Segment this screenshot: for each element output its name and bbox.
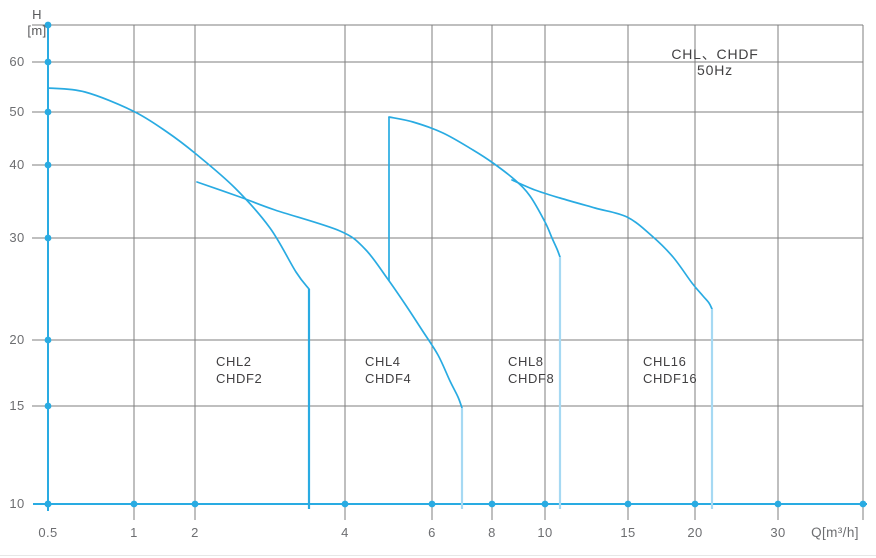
chart-title-line2: 50Hz: [697, 62, 733, 78]
y-axis-dot-20: [44, 336, 52, 344]
x-axis-dot-15: [624, 500, 632, 508]
curve-chl16: [511, 179, 713, 310]
x-axis-dot-0.5: [44, 500, 52, 508]
y-axis-dot-15: [44, 402, 52, 410]
series-label-chl2: CHL2 CHDF2: [216, 353, 262, 387]
y-axis-dot-top: [44, 21, 52, 29]
series-label-chl2-line1: CHL2: [216, 354, 252, 369]
x-axis-dot-10: [541, 500, 549, 508]
y-axis-name: H: [32, 7, 42, 22]
y-axis-dot-60: [44, 58, 52, 66]
series-label-chl2-line2: CHDF2: [216, 371, 263, 386]
x-axis-dot-1: [130, 500, 138, 508]
y-tick-label-20: 20: [9, 332, 25, 347]
x-axis-dot-20: [691, 500, 699, 508]
x-tick-label-6: 6: [428, 525, 436, 540]
curve-chl4: [196, 181, 463, 409]
x-tick-label-30: 30: [770, 525, 786, 540]
x-tick-label-15: 15: [620, 525, 636, 540]
y-tick-label-40: 40: [9, 157, 25, 172]
x-axis-dot-4: [341, 500, 349, 508]
y-tick-label-60: 60: [9, 54, 25, 69]
series-label-chl4-line1: CHL4: [365, 354, 401, 369]
y-tick-label-15: 15: [9, 398, 25, 413]
x-tick-label-4: 4: [341, 525, 349, 540]
series-label-chl8-line2: CHDF8: [508, 371, 555, 386]
x-tick-label-0.5: 0.5: [38, 525, 58, 540]
x-axis-dot-8: [488, 500, 496, 508]
y-tick-label-50: 50: [9, 104, 25, 119]
x-tick-label-20: 20: [687, 525, 703, 540]
y-tick-label-30: 30: [9, 230, 25, 245]
series-label-chl8-line1: CHL8: [508, 354, 544, 369]
series-label-chl8: CHL8 CHDF8: [508, 353, 554, 387]
y-axis-unit: [m]: [27, 23, 47, 38]
x-tick-label-2: 2: [191, 525, 199, 540]
chart-title: CHL、CHDF 50Hz: [653, 46, 777, 78]
y-axis-dot-30: [44, 234, 52, 242]
series-label-chl16-line1: CHL16: [643, 354, 687, 369]
curve-chl8: [388, 116, 561, 258]
x-axis-dot-2: [191, 500, 199, 508]
series-label-chl16-line2: CHDF16: [643, 371, 698, 386]
x-axis-name: Q[m³/h]: [811, 525, 859, 540]
curve-chl2: [47, 87, 310, 290]
x-axis-dot-30: [774, 500, 782, 508]
x-axis-dot-6: [428, 500, 436, 508]
x-tick-label-10: 10: [537, 525, 553, 540]
x-tick-label-8: 8: [488, 525, 496, 540]
y-axis-dot-40: [44, 161, 52, 169]
series-label-chl4: CHL4 CHDF4: [365, 353, 411, 387]
x-tick-label-1: 1: [130, 525, 138, 540]
series-label-chl4-line2: CHDF4: [365, 371, 412, 386]
series-label-chl16: CHL16 CHDF16: [643, 353, 697, 387]
bottom-rule: [0, 555, 876, 556]
y-tick-label-10: 10: [9, 496, 25, 511]
y-axis-dot-50: [44, 108, 52, 116]
x-axis-dot-right: [859, 500, 867, 508]
chart-title-line1: CHL、CHDF: [671, 46, 759, 62]
